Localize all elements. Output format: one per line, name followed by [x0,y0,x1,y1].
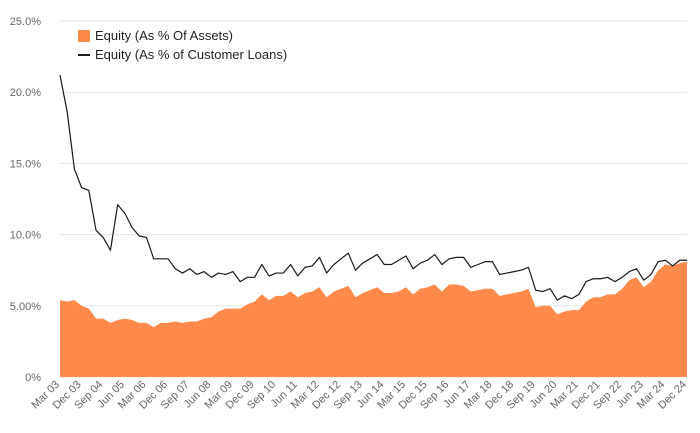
y-tick-label: 10.0% [10,230,41,242]
legend: Equity (As % Of Assets) Equity (As % of … [78,28,287,62]
y-tick-label: 15.0% [10,158,41,170]
legend-item-assets[interactable]: Equity (As % Of Assets) [78,28,233,43]
assets-area-series [60,261,687,377]
y-tick-label: 25.0% [10,16,41,28]
y-tick-label: 0% [25,372,41,384]
legend-item-loans[interactable]: Equity (As % of Customer Loans) [78,47,287,62]
legend-label-assets: Equity (As % Of Assets) [95,28,233,43]
legend-label-loans: Equity (As % of Customer Loans) [95,47,287,62]
y-tick-label: 20.0% [10,87,41,99]
assets-area [60,261,687,377]
loans-line-series [59,74,687,301]
loans-line [59,74,687,301]
y-tick-label: 5.00% [10,301,41,313]
legend-swatch-assets [78,30,90,42]
y-axis: 0% 5.00% 10.0% 15.0% 20.0% 25.0% [10,16,41,384]
